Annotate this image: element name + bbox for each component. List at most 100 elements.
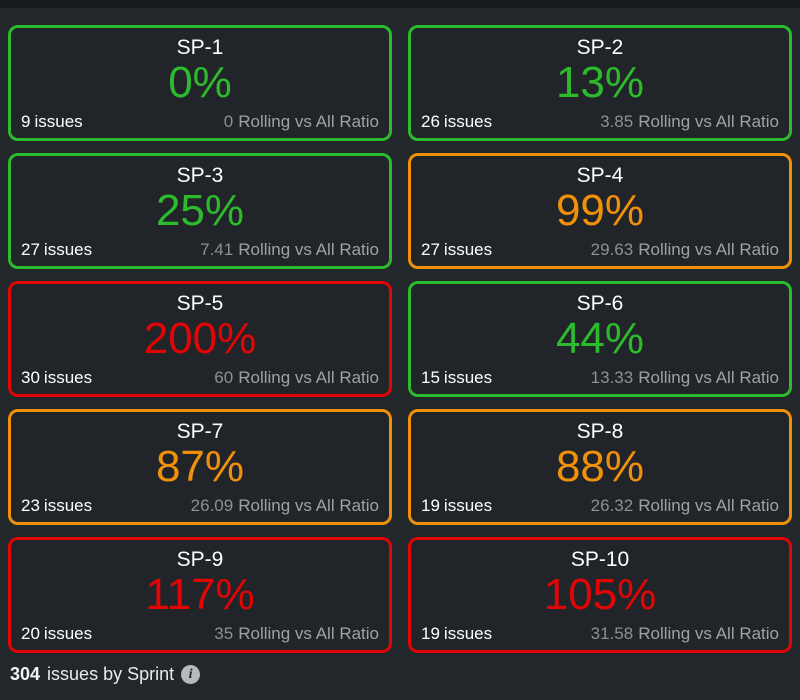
summary-label: issues by Sprint [47, 664, 175, 684]
ratio-label: Rolling vs All Ratio [638, 112, 779, 131]
ratio-label: Rolling vs All Ratio [638, 496, 779, 515]
issues-count: 20 [21, 624, 40, 643]
issues-text: 20 issues [21, 624, 92, 644]
sprint-title: SP-8 [576, 420, 624, 443]
ratio-value: 0 [223, 112, 234, 131]
sprint-card-sp-2: SP-2 13% 26 issues 3.85 Rolling vs All Rat… [408, 25, 792, 141]
card-footer: 26 issues 3.85 Rolling vs All Ratio [411, 112, 789, 138]
card-footer: 27 issues 29.63 Rolling vs All Ratio [411, 240, 789, 266]
ratio-value: 13.33 [590, 368, 634, 387]
issues-text: 27 issues [21, 240, 92, 260]
ratio-text: 35 Rolling vs All Ratio [214, 624, 379, 644]
issues-text: 27 issues [421, 240, 492, 260]
issues-count: 27 [421, 240, 440, 259]
sprint-title: SP-6 [576, 292, 624, 315]
ratio-value: 3.85 [600, 112, 634, 131]
sprint-title: SP-7 [176, 420, 224, 443]
sprint-percent: 25% [155, 186, 245, 235]
card-footer: 19 issues 26.32 Rolling vs All Ratio [411, 496, 789, 522]
ratio-label: Rolling vs All Ratio [638, 240, 779, 259]
issues-text: 23 issues [21, 496, 92, 516]
sprint-percent: 88% [555, 442, 645, 491]
ratio-text: 3.85 Rolling vs All Ratio [600, 112, 779, 132]
sprint-percent: 87% [155, 442, 245, 491]
card-footer: 23 issues 26.09 Rolling vs All Ratio [11, 496, 389, 522]
card-footer: 19 issues 31.58 Rolling vs All Ratio [411, 624, 789, 650]
sprint-percent: 0% [168, 58, 232, 107]
sprint-percent: 105% [543, 570, 657, 619]
card-footer: 27 issues 7.41 Rolling vs All Ratio [11, 240, 389, 266]
ratio-text: 26.32 Rolling vs All Ratio [591, 496, 779, 516]
issues-count: 9 [21, 112, 31, 131]
ratio-text: 7.41 Rolling vs All Ratio [200, 240, 379, 260]
issues-label: issues [43, 368, 93, 387]
ratio-label: Rolling vs All Ratio [638, 368, 779, 387]
sprint-percent: 13% [555, 58, 645, 107]
ratio-value: 26.32 [590, 496, 634, 515]
sprint-card-sp-6: SP-6 44% 15 issues 13.33 Rolling vs All Ra… [408, 281, 792, 397]
sprint-card-sp-7: SP-7 87% 23 issues 26.09 Rolling vs All Ra… [8, 409, 392, 525]
sprint-card-sp-10: SP-10 105% 19 issues 31.58 Rolling vs All … [408, 537, 792, 653]
issues-label: issues [443, 624, 493, 643]
ratio-value: 7.41 [200, 240, 234, 259]
issues-count: 30 [21, 368, 40, 387]
sprint-title: SP-9 [176, 548, 224, 571]
top-strip [0, 0, 800, 8]
ratio-value: 60 [214, 368, 234, 387]
ratio-label: Rolling vs All Ratio [238, 624, 379, 643]
issues-text: 30 issues [21, 368, 92, 388]
card-footer: 30 issues 60 Rolling vs All Ratio [11, 368, 389, 394]
issues-count: 15 [421, 368, 440, 387]
ratio-text: 13.33 Rolling vs All Ratio [591, 368, 779, 388]
sprint-card-sp-4: SP-4 99% 27 issues 29.63 Rolling vs All Ra… [408, 153, 792, 269]
ratio-text: 0 Rolling vs All Ratio [224, 112, 379, 132]
issues-count: 19 [421, 496, 440, 515]
sprint-card-sp-5: SP-5 200% 30 issues 60 Rolling vs All Rati… [8, 281, 392, 397]
ratio-label: Rolling vs All Ratio [638, 624, 779, 643]
ratio-text: 26.09 Rolling vs All Ratio [191, 496, 379, 516]
ratio-text: 29.63 Rolling vs All Ratio [591, 240, 779, 260]
sprint-card-sp-9: SP-9 117% 20 issues 35 Rolling vs All Rati… [8, 537, 392, 653]
card-footer: 9 issues 0 Rolling vs All Ratio [11, 112, 389, 138]
ratio-value: 26.09 [190, 496, 234, 515]
issues-label: issues [443, 496, 493, 515]
sprint-title: SP-1 [176, 36, 224, 59]
issues-label: issues [43, 496, 93, 515]
ratio-text: 31.58 Rolling vs All Ratio [591, 624, 779, 644]
sprint-cards-grid: SP-1 0% 9 issues 0 Rolling vs All Ratio SP… [0, 8, 800, 653]
sprint-percent: 200% [143, 314, 257, 363]
sprint-percent: 44% [555, 314, 645, 363]
sprint-title: SP-4 [576, 164, 624, 187]
ratio-label: Rolling vs All Ratio [238, 240, 379, 259]
issues-count: 27 [21, 240, 40, 259]
card-footer: 20 issues 35 Rolling vs All Ratio [11, 624, 389, 650]
ratio-value: 35 [214, 624, 234, 643]
sprint-percent: 117% [145, 570, 255, 619]
summary-footer: 304 issues by Sprint i [0, 653, 800, 685]
issues-text: 19 issues [421, 624, 492, 644]
card-footer: 15 issues 13.33 Rolling vs All Ratio [411, 368, 789, 394]
sprint-card-sp-1: SP-1 0% 9 issues 0 Rolling vs All Ratio [8, 25, 392, 141]
sprint-card-sp-8: SP-8 88% 19 issues 26.32 Rolling vs All Ra… [408, 409, 792, 525]
ratio-label: Rolling vs All Ratio [238, 496, 379, 515]
issues-label: issues [34, 112, 83, 131]
issues-count: 26 [421, 112, 440, 131]
sprint-percent: 99% [555, 186, 645, 235]
sprint-title: SP-5 [176, 292, 224, 315]
total-issues-count: 304 [10, 664, 41, 684]
issues-count: 19 [421, 624, 440, 643]
sprint-card-sp-3: SP-3 25% 27 issues 7.41 Rolling vs All Rat… [8, 153, 392, 269]
sprint-title: SP-3 [176, 164, 224, 187]
info-icon[interactable]: i [181, 665, 201, 684]
ratio-value: 29.63 [590, 240, 634, 259]
issues-label: issues [443, 112, 493, 131]
ratio-value: 31.58 [590, 624, 634, 643]
issues-text: 26 issues [421, 112, 492, 132]
issues-label: issues [443, 240, 493, 259]
issues-label: issues [43, 624, 93, 643]
issues-text: 19 issues [421, 496, 492, 516]
issues-text: 9 issues [21, 112, 83, 132]
ratio-label: Rolling vs All Ratio [238, 368, 379, 387]
ratio-label: Rolling vs All Ratio [238, 112, 379, 131]
issues-count: 23 [21, 496, 40, 515]
